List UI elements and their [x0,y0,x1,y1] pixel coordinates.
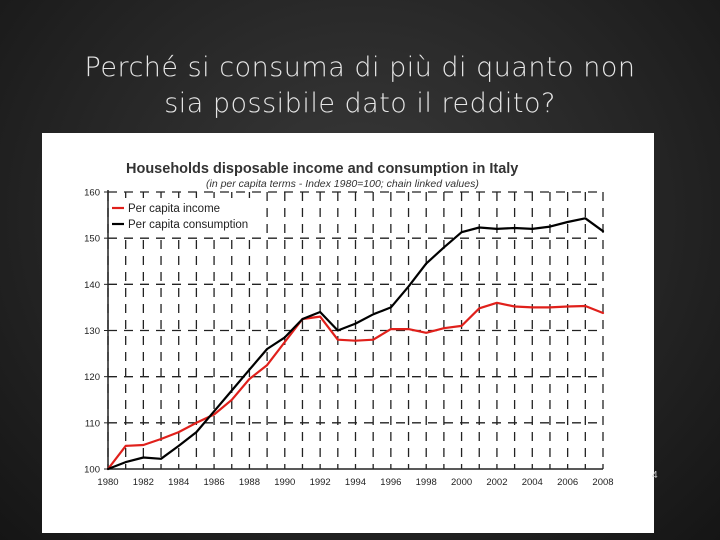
slide-title-line-1: Perché si consuma di più di quanto non [84,52,636,83]
grid-layer [107,191,604,469]
x-tick-label: 1988 [239,477,260,488]
x-tick-label: 1986 [204,477,225,488]
y-tick-label: 120 [84,372,100,383]
y-tick-label: 160 [84,188,100,199]
x-tick-label: 2000 [451,477,472,488]
series-layer [106,217,605,471]
y-tick-label: 100 [84,465,100,476]
x-tick-label: 1996 [380,477,401,488]
x-tick-label: 2004 [522,477,543,488]
line-chart: Households disposable income and consump… [84,161,613,489]
y-tick-label: 110 [85,418,100,429]
axis-layer: 100 110 120 130 140 150 160 1980 1982 1984 1986 198… [84,188,613,489]
x-tick-label: 1984 [168,477,189,488]
chart-title: Households disposable income and consump… [126,161,518,177]
y-tick-label: 130 [84,326,100,337]
legend-label: Per capita consumption [128,219,248,231]
x-tick-label: 1982 [133,477,154,488]
slide-title-line-2: sia possibile dato il reddito? [164,88,556,119]
slide-title: Perché si consuma di più di quanto non s… [20,50,700,122]
y-tick-label: 140 [84,280,100,291]
consumption-series-line [106,217,605,471]
legend-label: Per capita income [128,203,220,215]
legend-box [110,198,258,234]
chart-subtitle: (in per capita terms - Index 1980=100; c… [206,178,479,190]
x-tick-label: 1980 [97,477,118,488]
x-tick-label: 1998 [416,477,437,488]
income-series-line [106,301,605,471]
legend: Per capita income Per capita consumption [110,198,258,234]
page-number: 4 [652,470,658,481]
x-tick-label: 2008 [592,477,613,488]
y-tick-label: 150 [84,234,100,245]
x-tick-label: 2006 [557,477,578,488]
x-tick-label: 1990 [274,477,295,488]
x-tick-label: 1994 [345,477,366,488]
x-tick-label: 2002 [486,477,507,488]
chart-panel: Households disposable income and consump… [42,133,654,533]
x-tick-label: 1992 [310,477,331,488]
